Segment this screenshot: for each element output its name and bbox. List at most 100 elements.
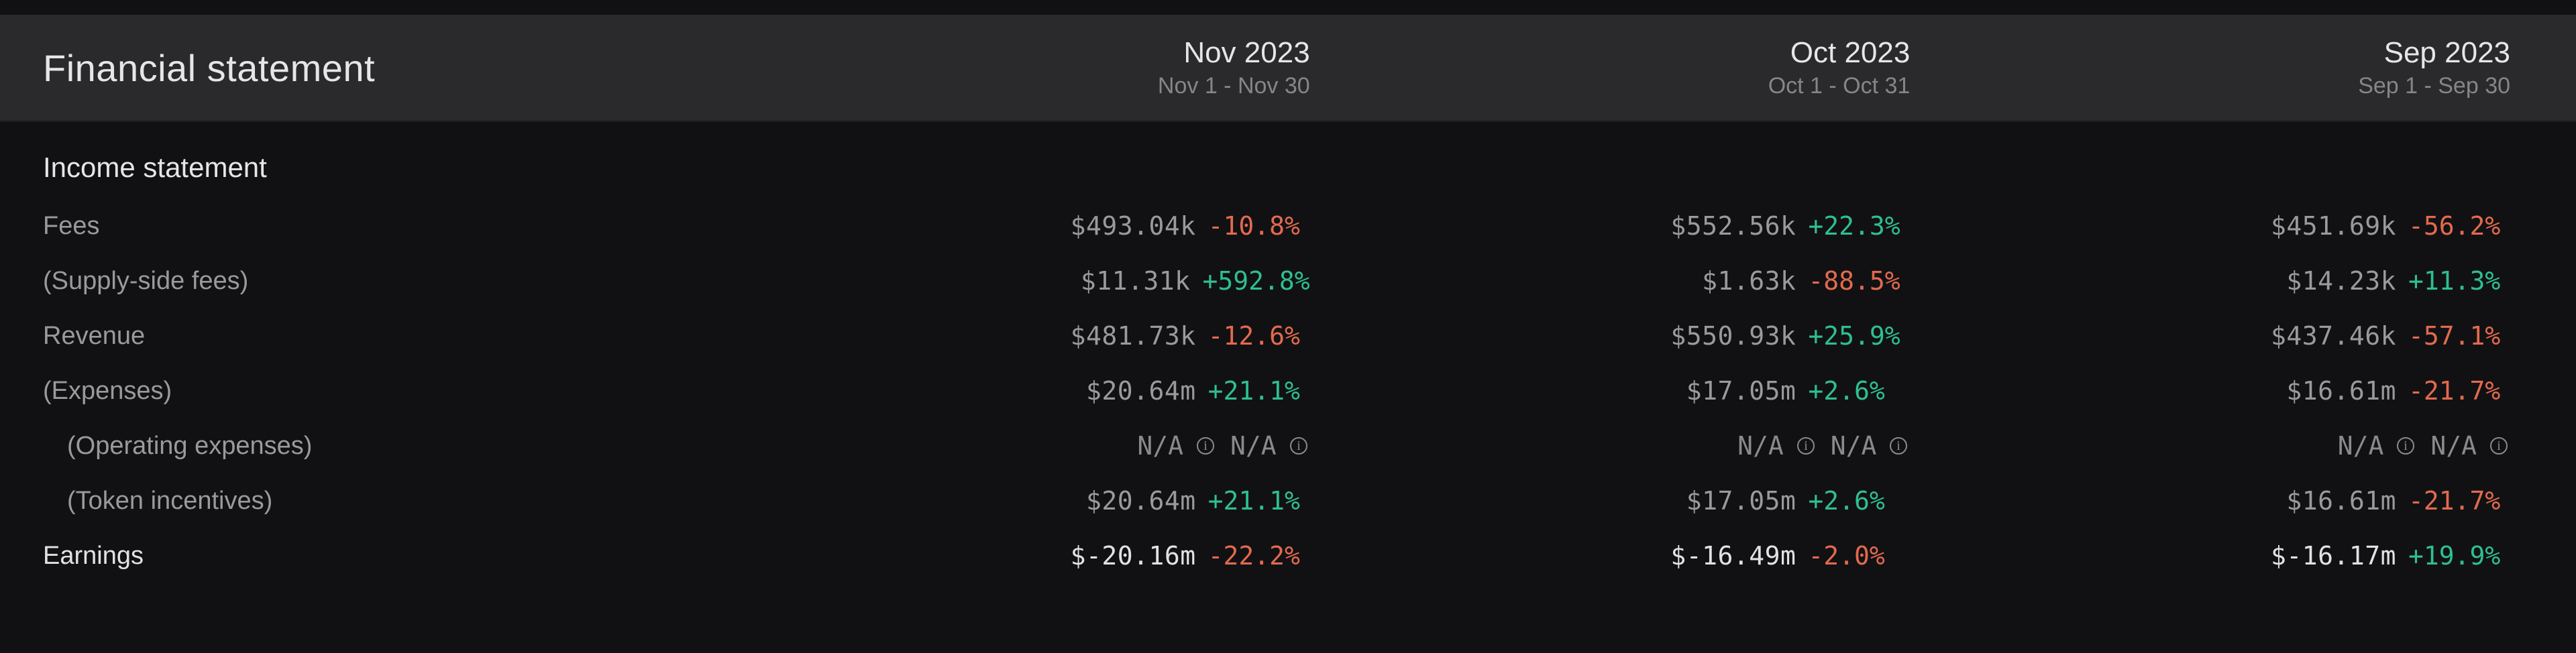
info-icon[interactable]: i (1194, 434, 1217, 457)
period-col-0[interactable]: Nov 2023 Nov 1 - Nov 30 (741, 34, 1341, 102)
financial-statement-panel: Financial statement Nov 2023 Nov 1 - Nov… (0, 0, 2576, 653)
row-label: Fees (43, 212, 741, 241)
value-cell: $11.31k+592.8% (741, 266, 1341, 296)
value-cell: $550.93k+25.9% (1341, 321, 1941, 351)
period-month: Nov 2023 (741, 34, 1310, 71)
cell-value: $16.61m (2286, 376, 2396, 406)
value-cell: $-16.49m-2.0% (1341, 541, 1941, 571)
value-cell: $481.73k-12.6% (741, 321, 1341, 351)
info-icon[interactable]: i (2394, 434, 2417, 457)
svg-text:i: i (2497, 438, 2501, 453)
cell-pct: -10.8% (1203, 211, 1310, 241)
info-icon[interactable]: i (2487, 434, 2510, 457)
table-row: (Expenses)$20.64m+21.1%$17.05m+2.6%$16.6… (43, 363, 2541, 418)
cell-pct: +22.3% (1803, 211, 1910, 241)
cell-value: $451.69k (2271, 211, 2396, 241)
cell-value: $16.61m (2286, 486, 2396, 516)
value-cell: $14.23k+11.3% (1941, 266, 2541, 296)
row-label: (Expenses) (43, 377, 741, 406)
cell-pct: -12.6% (1203, 321, 1310, 351)
value-cell: N/A i N/A i (741, 431, 1341, 461)
value-cell: $17.05m+2.6% (1341, 376, 1941, 406)
value-cell: $20.64m+21.1% (741, 486, 1341, 516)
cell-value: $437.46k (2271, 321, 2396, 351)
period-month: Sep 2023 (1941, 34, 2510, 71)
cell-pct: -22.2% (1203, 541, 1310, 571)
value-cell: N/A i N/A i (1341, 431, 1941, 461)
cell-pct: -2.0% (1803, 541, 1910, 571)
cell-pct: -21.7% (2403, 376, 2510, 406)
info-icon[interactable]: i (1287, 434, 1310, 457)
info-icon[interactable]: i (1794, 434, 1817, 457)
cell-pct: +21.1% (1203, 486, 1310, 516)
table-row: Fees$493.04k-10.8%$552.56k+22.3%$451.69k… (43, 198, 2541, 253)
cell-value: $552.56k (1670, 211, 1796, 241)
table-row: Revenue$481.73k-12.6%$550.93k+25.9%$437.… (43, 308, 2541, 363)
period-range: Nov 1 - Nov 30 (741, 71, 1310, 102)
cell-pct: N/A (1224, 431, 1277, 461)
cell-pct: +25.9% (1803, 321, 1910, 351)
cell-value: $17.05m (1686, 486, 1796, 516)
cell-value: $-16.17m (2271, 541, 2396, 571)
cell-value: N/A (2338, 431, 2384, 461)
rows-container: Fees$493.04k-10.8%$552.56k+22.3%$451.69k… (43, 198, 2541, 583)
cell-value: N/A (1737, 431, 1784, 461)
table-row: (Supply-side fees)$11.31k+592.8%$1.63k-8… (43, 253, 2541, 308)
cell-pct: +19.9% (2403, 541, 2510, 571)
info-icon[interactable]: i (1887, 434, 1910, 457)
period-range: Sep 1 - Sep 30 (1941, 71, 2510, 102)
cell-value: N/A (1137, 431, 1183, 461)
row-label: (Operating expenses) (43, 432, 741, 461)
value-cell: $16.61m-21.7% (1941, 486, 2541, 516)
cell-value: $1.63k (1702, 266, 1796, 296)
table-row: Earnings$-20.16m-22.2%$-16.49m-2.0%$-16.… (43, 528, 2541, 583)
value-cell: $493.04k-10.8% (741, 211, 1341, 241)
value-cell: $20.64m+21.1% (741, 376, 1341, 406)
value-cell: $552.56k+22.3% (1341, 211, 1941, 241)
table-body: Income statement Fees$493.04k-10.8%$552.… (0, 122, 2576, 583)
value-cell: $-16.17m+19.9% (1941, 541, 2541, 571)
value-cell: $451.69k-56.2% (1941, 211, 2541, 241)
row-label: (Token incentives) (43, 487, 741, 516)
cell-value: $20.64m (1086, 376, 1196, 406)
row-label: Revenue (43, 322, 741, 351)
value-cell: $1.63k-88.5% (1341, 266, 1941, 296)
section-title: Income statement (43, 152, 2541, 184)
value-cell: N/AiN/Ai (1941, 431, 2541, 461)
cell-pct: -56.2% (2403, 211, 2510, 241)
cell-value: $493.04k (1071, 211, 1196, 241)
cell-value: $17.05m (1686, 376, 1796, 406)
table-row: (Token incentives)$20.64m+21.1%$17.05m+2… (43, 473, 2541, 528)
cell-value: $-16.49m (1670, 541, 1796, 571)
period-month: Oct 2023 (1341, 34, 1911, 71)
svg-text:i: i (2404, 438, 2408, 453)
cell-value: $-20.16m (1071, 541, 1196, 571)
cell-pct: +11.3% (2403, 266, 2510, 296)
table-header: Financial statement Nov 2023 Nov 1 - Nov… (0, 15, 2576, 122)
row-label: (Supply-side fees) (43, 267, 741, 296)
cell-pct: -21.7% (2403, 486, 2510, 516)
cell-pct: +21.1% (1203, 376, 1310, 406)
cell-pct: +2.6% (1803, 376, 1910, 406)
cell-pct: -57.1% (2403, 321, 2510, 351)
panel-title: Financial statement (43, 46, 741, 90)
value-cell: $437.46k-57.1% (1941, 321, 2541, 351)
row-label: Earnings (43, 542, 741, 571)
svg-text:i: i (1203, 438, 1208, 453)
svg-text:i: i (1897, 438, 1901, 453)
value-cell: $17.05m+2.6% (1341, 486, 1941, 516)
cell-value: $550.93k (1670, 321, 1796, 351)
period-range: Oct 1 - Oct 31 (1341, 71, 1911, 102)
value-cell: $-20.16m-22.2% (741, 541, 1341, 571)
period-col-2[interactable]: Sep 2023 Sep 1 - Sep 30 (1941, 34, 2541, 102)
cell-pct: +2.6% (1803, 486, 1910, 516)
table-row: (Operating expenses) N/A i N/A i N/A i N/A i N/A i… (43, 418, 2541, 473)
cell-value: $481.73k (1071, 321, 1196, 351)
cell-pct: +592.8% (1197, 266, 1310, 296)
cell-value: $14.23k (2286, 266, 2396, 296)
period-col-1[interactable]: Oct 2023 Oct 1 - Oct 31 (1341, 34, 1941, 102)
cell-pct: N/A (1824, 431, 1877, 461)
svg-text:i: i (1804, 438, 1808, 453)
svg-text:i: i (1297, 438, 1301, 453)
cell-pct: -88.5% (1803, 266, 1910, 296)
